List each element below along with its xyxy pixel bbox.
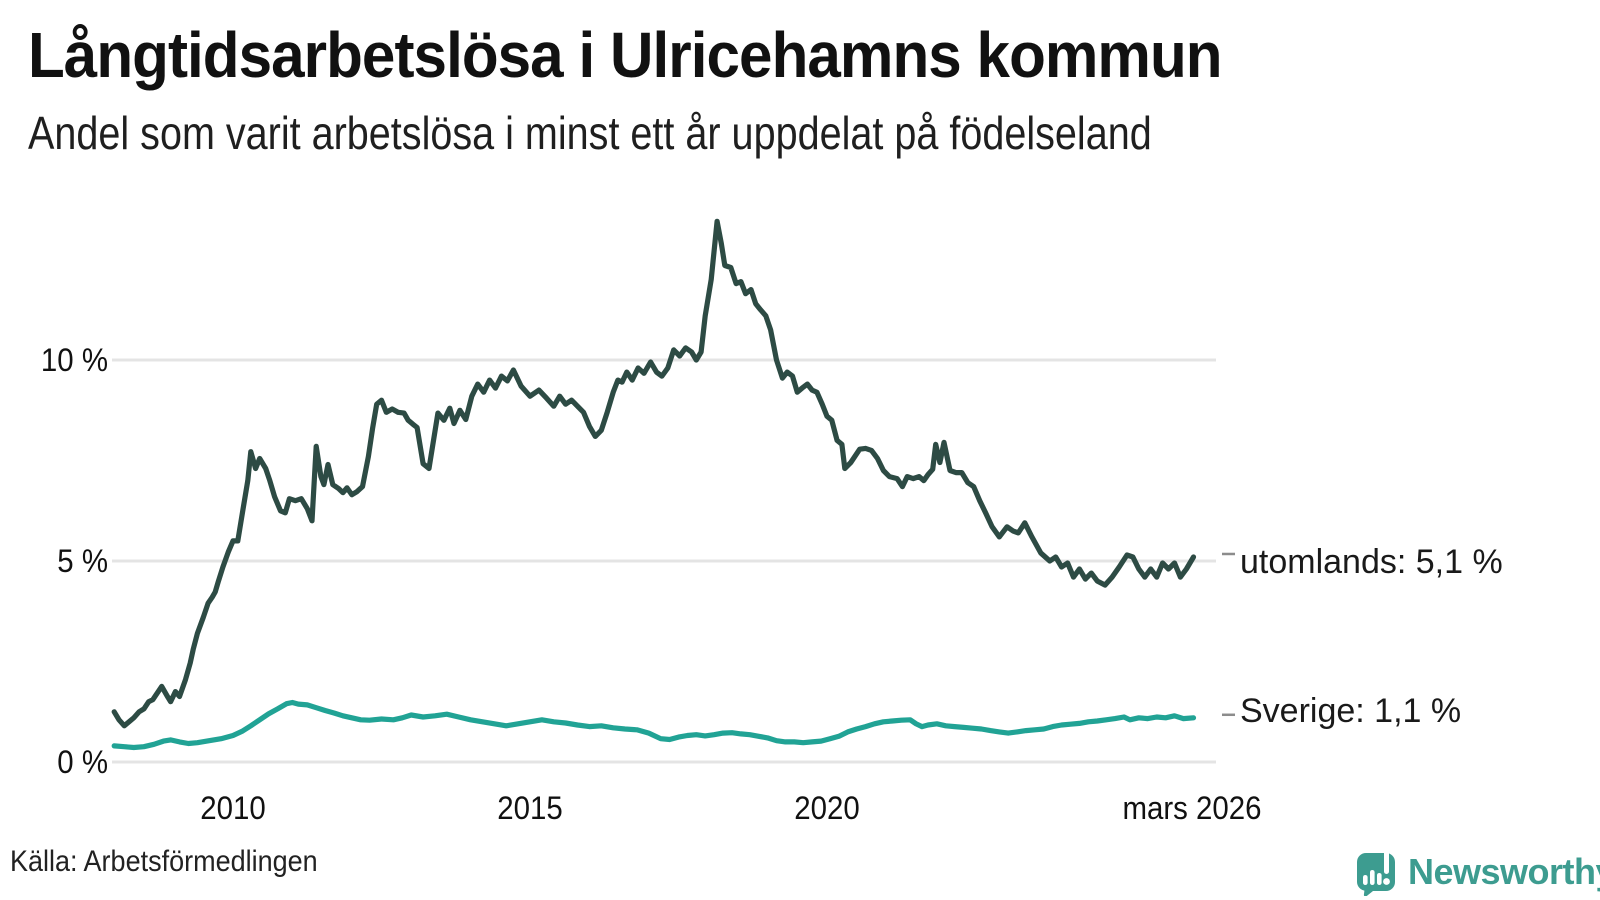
series-line-sverige	[111, 699, 1197, 751]
source-note: Källa: Arbetsförmedlingen	[10, 845, 318, 878]
x-tick-2015: 2015	[497, 790, 563, 826]
series-label-sverige: Sverige: 1,1 %	[1240, 692, 1462, 730]
newsworthy-logo-text: Newsworthy	[1408, 851, 1600, 892]
series-line-utomlands	[111, 218, 1197, 729]
x-tick-2010: 2010	[200, 790, 266, 826]
x-tick-mars-2026: mars 2026	[1122, 790, 1262, 826]
series-label-utomlands: utomlands: 5,1 %	[1240, 543, 1503, 581]
y-tick-10: 10 %	[40, 342, 108, 378]
newsworthy-logo: Newsworthy	[1356, 848, 1600, 896]
y-tick-0: 0 %	[57, 744, 108, 780]
x-tick-2020: 2020	[794, 790, 860, 826]
newsworthy-logo-icon	[1357, 850, 1395, 896]
page-title: Långtidsarbetslösa i Ulricehamns kommun	[28, 19, 1223, 91]
y-tick-5: 5 %	[57, 543, 108, 579]
page-subtitle: Andel som varit arbetslösa i minst ett å…	[28, 107, 1152, 159]
